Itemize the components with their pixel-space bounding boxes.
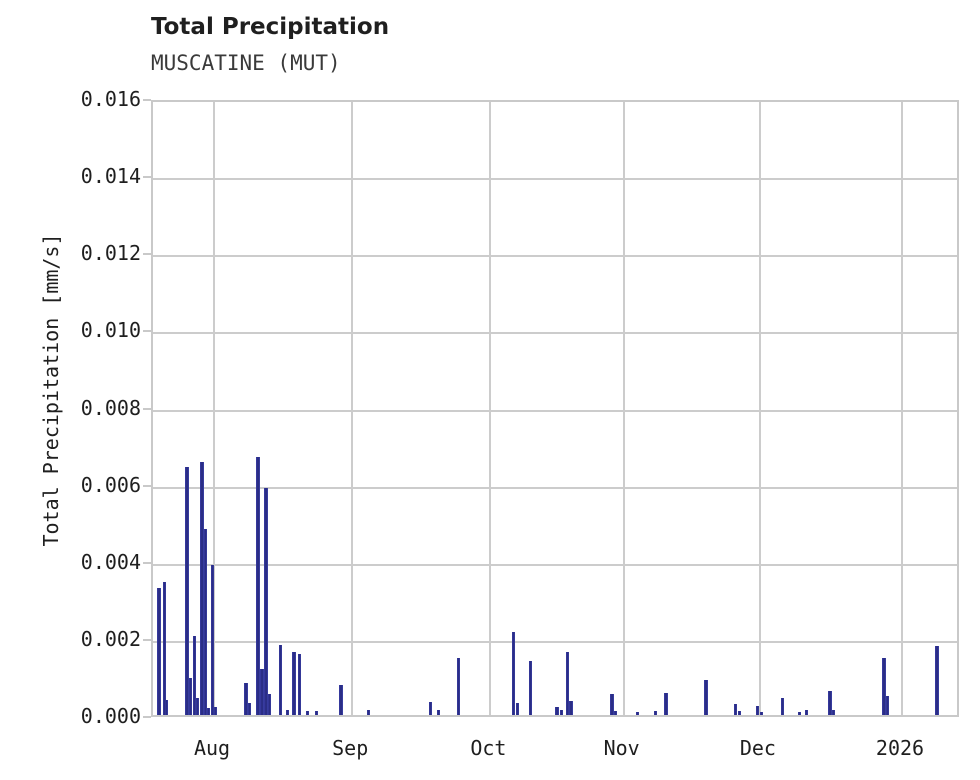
- bar: [565, 652, 570, 715]
- bar: [200, 462, 204, 715]
- gridline-vertical: [622, 102, 625, 715]
- y-tick-mark: [143, 330, 151, 333]
- bar: [210, 565, 215, 715]
- bar: [759, 711, 763, 715]
- bar: [831, 709, 835, 715]
- y-tick-mark: [143, 253, 151, 256]
- chart-title: Total Precipitation: [151, 14, 390, 40]
- gridline-vertical: [758, 102, 761, 715]
- y-tick-mark: [143, 638, 151, 641]
- bar: [315, 710, 319, 715]
- y-tick-mark: [143, 561, 151, 564]
- bar: [780, 697, 785, 715]
- gridline-horizontal: [153, 640, 957, 643]
- gridline-vertical: [489, 102, 492, 715]
- bar: [297, 654, 302, 715]
- y-tick-label: 0.014: [80, 164, 141, 189]
- bar: [664, 692, 668, 715]
- bar: [610, 693, 614, 715]
- bar: [935, 646, 939, 715]
- gridline-horizontal: [153, 486, 957, 489]
- bar: [192, 635, 197, 715]
- bar: [260, 668, 264, 715]
- bar: [278, 644, 283, 715]
- bar: [267, 693, 271, 715]
- bar: [704, 679, 708, 715]
- gridline-vertical: [351, 102, 354, 715]
- y-tick-mark: [143, 484, 151, 487]
- bar: [738, 710, 742, 715]
- bar: [636, 711, 640, 715]
- gridline-horizontal: [153, 409, 957, 412]
- plot-area: [151, 100, 959, 717]
- x-tick-label: Sep: [332, 736, 369, 760]
- bar: [189, 678, 193, 715]
- x-tick-label: Oct: [470, 736, 507, 760]
- bar: [805, 709, 809, 715]
- y-tick-label: 0.006: [80, 472, 141, 497]
- bar: [291, 652, 296, 715]
- bar: [882, 658, 886, 715]
- bar: [207, 708, 211, 715]
- y-tick-label: 0.012: [80, 241, 141, 266]
- bar: [428, 701, 433, 715]
- bar: [339, 684, 343, 715]
- bar: [528, 661, 533, 715]
- gridline-vertical: [213, 102, 215, 715]
- bar: [569, 701, 573, 715]
- gridline-horizontal: [153, 332, 957, 335]
- y-tick-mark: [143, 716, 151, 718]
- bar: [733, 703, 738, 715]
- bar: [555, 707, 559, 715]
- bar: [256, 456, 260, 715]
- gridline-horizontal: [153, 178, 957, 181]
- y-tick-label: 0.008: [80, 395, 141, 420]
- x-tick-label: Nov: [603, 736, 640, 760]
- y-tick-mark: [143, 99, 151, 101]
- bar: [614, 710, 618, 715]
- bar: [560, 710, 564, 715]
- chart-subtitle: MUSCATINE (MUT): [151, 51, 341, 75]
- bar: [755, 705, 760, 715]
- y-tick-label: 0.002: [80, 626, 141, 651]
- bar: [286, 710, 290, 715]
- bar: [305, 711, 309, 715]
- bar: [456, 658, 461, 715]
- bar: [797, 711, 801, 715]
- y-tick-label: 0.000: [80, 704, 141, 728]
- y-tick-label: 0.004: [80, 549, 141, 574]
- bar: [162, 581, 167, 715]
- bar: [653, 710, 658, 715]
- gridline-vertical: [901, 102, 904, 715]
- bar: [515, 703, 519, 715]
- gridline-horizontal: [153, 255, 957, 258]
- bar: [185, 467, 189, 715]
- bar: [244, 683, 248, 715]
- bar: [203, 529, 208, 715]
- y-axis-ticks: 0.000 0.002 0.004 0.006 0.008 0.010 0.012 0.014…: [0, 0, 141, 780]
- bar: [367, 710, 371, 715]
- bar: [247, 702, 251, 715]
- bar: [195, 697, 199, 715]
- y-tick-mark: [143, 407, 151, 410]
- y-tick-mark: [143, 176, 151, 179]
- y-tick-label: 0.010: [80, 318, 141, 343]
- x-tick-label: Aug: [193, 736, 231, 760]
- x-tick-label: Dec: [739, 736, 776, 760]
- bar: [436, 710, 440, 715]
- bar: [214, 707, 218, 715]
- gridline-horizontal: [153, 563, 957, 566]
- bar: [157, 587, 161, 715]
- bar: [264, 488, 268, 715]
- bar: [885, 695, 889, 715]
- bar: [828, 690, 833, 715]
- y-tick-label: 0.016: [80, 87, 141, 111]
- bar: [511, 632, 516, 715]
- x-tick-label: 2026: [875, 736, 925, 760]
- bar: [164, 700, 168, 715]
